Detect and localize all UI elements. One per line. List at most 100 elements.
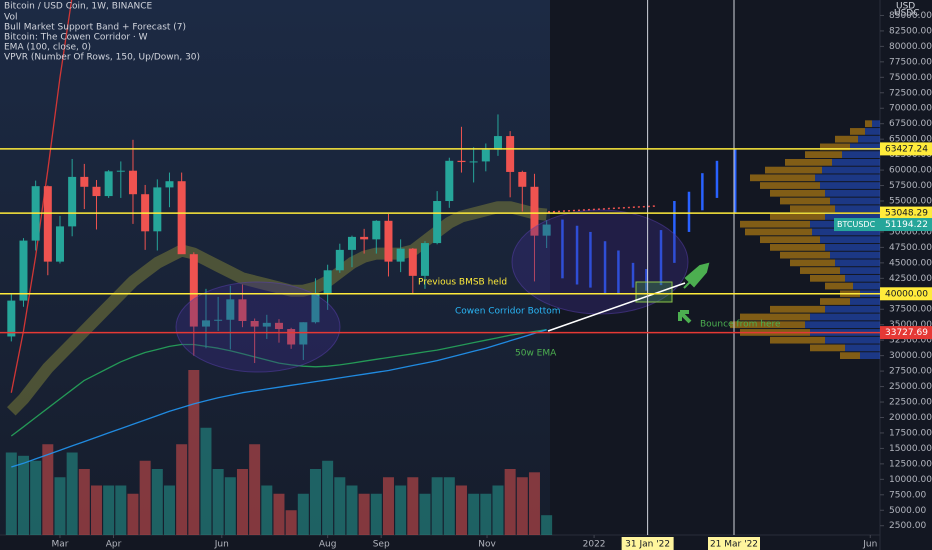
profile-down: [745, 228, 812, 236]
candle-body: [68, 176, 77, 227]
profile-down: [850, 128, 865, 135]
volume-bar: [541, 515, 553, 535]
x-tick-label: 2022: [583, 540, 606, 550]
support-band: [7, 201, 548, 416]
candle-body: [493, 136, 502, 150]
x-tick-label: Sep: [373, 540, 390, 550]
profile-up: [853, 282, 880, 290]
profile-up: [872, 120, 880, 128]
volume-bar: [297, 493, 309, 535]
candle-body: [55, 226, 64, 262]
profile-down: [740, 313, 810, 321]
volume-bar: [407, 477, 419, 535]
candle-body: [238, 299, 247, 321]
volume-bar: [261, 485, 273, 535]
candle-body: [80, 176, 89, 187]
indicator-label: EMA (100, close, 0): [4, 43, 91, 53]
candle-body: [153, 187, 162, 232]
y-tick-label: 5000.00: [889, 506, 926, 516]
volume-bar: [334, 477, 346, 535]
candle-body: [226, 299, 235, 320]
x-tick-label: 21 Mar '22: [710, 540, 758, 550]
indicator-label: Bull Market Support Band + Forecast (7): [4, 23, 186, 33]
profile-up: [815, 174, 880, 182]
volume-bar: [419, 493, 431, 535]
currency-label: USD: [896, 2, 915, 12]
profile-up: [825, 336, 880, 344]
plot-area: [175, 205, 689, 373]
profile-up: [858, 135, 880, 143]
candle-body: [469, 161, 478, 163]
y-tick-label: 32500.00: [889, 336, 932, 346]
profile-up: [835, 259, 880, 267]
volume-bar: [516, 477, 528, 535]
volume-bar: [309, 469, 321, 535]
y-tick-label: 77500.00: [889, 57, 932, 67]
volume-bar: [431, 477, 443, 535]
volume-bar: [346, 485, 358, 535]
profile-down: [730, 321, 805, 329]
profile-down: [750, 174, 815, 182]
y-tick-label: 10000.00: [889, 475, 932, 485]
y-tick-label: 30000.00: [889, 351, 932, 361]
volume-bar: [103, 485, 115, 535]
band-extension: [547, 205, 657, 213]
volume-bar: [200, 427, 212, 535]
profile-up: [830, 251, 880, 259]
annotation: Cowen Corridor Bottom: [455, 307, 561, 317]
profile-down: [865, 120, 872, 128]
profile-down: [840, 352, 860, 360]
y-tick-label: 72500.00: [889, 88, 932, 98]
price-tag-label: 63427.24: [885, 144, 928, 154]
y-tick-label: 45000.00: [889, 258, 932, 268]
profile-down: [760, 182, 820, 189]
candle-body: [506, 136, 515, 172]
profile-up: [825, 189, 880, 197]
volume-bar: [468, 493, 480, 535]
profile-up: [845, 344, 880, 352]
y-tick-label: 85000.00: [889, 11, 932, 21]
volume-bar: [127, 493, 139, 535]
volume-bar: [5, 452, 17, 535]
candle-body: [214, 319, 223, 321]
candle-body: [19, 240, 28, 301]
candle-body: [408, 248, 417, 276]
profile-down: [770, 189, 825, 197]
profile-up: [822, 166, 880, 174]
volume-bar: [176, 444, 188, 535]
volume-bar: [17, 455, 29, 535]
candle-body: [372, 220, 381, 240]
profile-up: [812, 228, 880, 236]
price-tag: [880, 142, 932, 156]
candle-body: [420, 243, 429, 276]
volume-bar: [212, 469, 224, 535]
volume-bar: [249, 444, 261, 535]
profile-down: [835, 135, 858, 143]
candle-body: [433, 201, 442, 244]
profile-up: [842, 151, 880, 158]
time-tag: [621, 537, 674, 550]
volume-bar: [188, 370, 200, 535]
rocket-icon: [683, 262, 710, 289]
profile-down: [790, 205, 835, 213]
candle-body: [177, 181, 186, 255]
y-tick-label: 37500.00: [889, 305, 932, 315]
corridor-trendline: [547, 282, 686, 332]
profile-up: [835, 205, 880, 213]
y-tick-label: 60000.00: [889, 166, 932, 176]
candle-body: [201, 320, 210, 327]
profile-up: [830, 197, 880, 205]
price-tag: [880, 326, 932, 340]
profile-down: [805, 151, 842, 158]
x-tick-label: 31 Jan '22: [625, 540, 670, 550]
profile-down: [770, 305, 825, 313]
y-tick-label: 7500.00: [889, 490, 926, 500]
candle-body: [445, 160, 454, 202]
volume-bar: [66, 452, 78, 535]
y-tick-label: 55000.00: [889, 197, 932, 207]
indicator-line: [10, 329, 547, 437]
y-tick-label: 47500.00: [889, 243, 932, 253]
profile-up: [850, 298, 880, 305]
volume-bar: [236, 469, 248, 535]
profile-up: [865, 128, 880, 135]
